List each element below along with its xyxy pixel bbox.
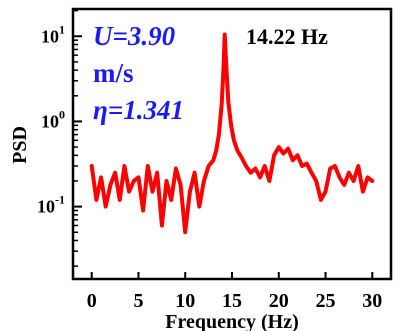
y-tick-label: 10-1 — [37, 193, 65, 217]
y-tick-label: 101 — [41, 22, 65, 46]
y-axis-label: PSD — [9, 126, 31, 164]
x-tick-label: 15 — [222, 290, 242, 312]
velocity-annotation: U=3.90 — [93, 21, 176, 51]
x-tick-label: 10 — [175, 290, 195, 312]
x-axis-label: Frequency (Hz) — [165, 311, 299, 331]
eta-annotation: η=1.341 — [93, 95, 184, 125]
y-axis-ticks: 101 100 10-1 — [37, 9, 82, 267]
x-tick-label: 0 — [87, 290, 97, 312]
x-tick-label: 5 — [133, 290, 143, 312]
x-axis-ticks: 0 5 10 15 20 25 30 — [87, 272, 382, 312]
x-tick-label: 30 — [362, 290, 382, 312]
y-tick-label: 100 — [41, 107, 65, 131]
velocity-unit-annotation: m/s — [93, 58, 134, 88]
x-tick-label: 20 — [269, 290, 289, 312]
psd-series-line — [89, 32, 375, 235]
x-tick-label: 25 — [316, 290, 336, 312]
peak-frequency-annotation: 14.22 Hz — [246, 24, 328, 49]
